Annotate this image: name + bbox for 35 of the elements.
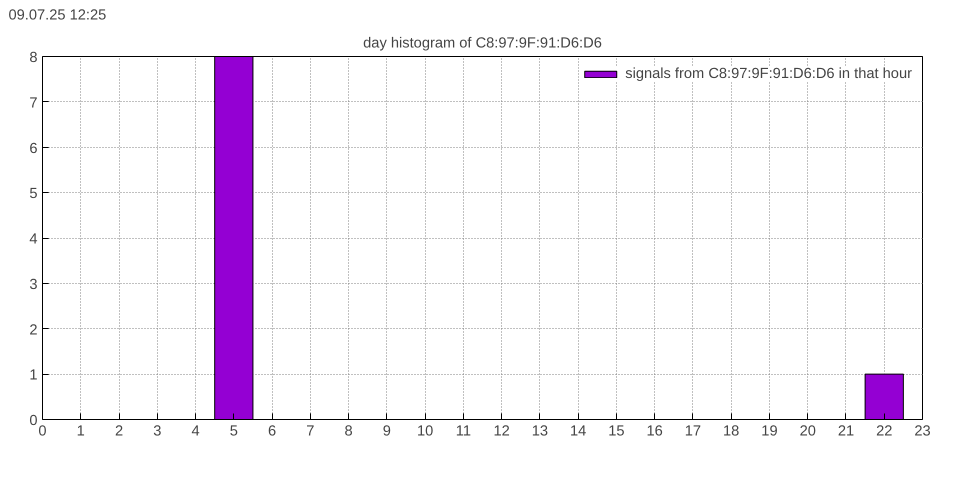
y-tick-label: 8 bbox=[29, 50, 38, 66]
x-tick-label: 4 bbox=[191, 424, 200, 440]
x-tick-label: 20 bbox=[800, 424, 816, 440]
y-tick-label: 7 bbox=[29, 95, 38, 112]
x-tick-label: 9 bbox=[382, 424, 391, 440]
x-tick-label: 11 bbox=[456, 424, 471, 440]
x-tick-label: 10 bbox=[416, 424, 434, 440]
x-tick-label: 18 bbox=[723, 424, 740, 440]
y-tick-label: 1 bbox=[29, 368, 38, 384]
x-tick-label: 14 bbox=[570, 424, 586, 440]
legend-label: signals from C8:97:9F:91:D6:D6 in that hour bbox=[625, 66, 912, 82]
x-tick-label: 23 bbox=[914, 424, 931, 440]
x-tick-label: 19 bbox=[761, 424, 778, 440]
x-tick-label: 1 bbox=[76, 424, 85, 440]
y-tick-label: 4 bbox=[29, 232, 38, 248]
y-tick-label: 3 bbox=[29, 276, 38, 293]
x-tick-label: 5 bbox=[230, 424, 238, 440]
x-tick-label: 17 bbox=[684, 424, 702, 440]
x-tick-label: 12 bbox=[493, 424, 510, 440]
y-tick-label: 2 bbox=[29, 322, 38, 338]
x-tick-label: 8 bbox=[344, 424, 353, 440]
x-tick-label: 22 bbox=[876, 424, 892, 440]
x-tick-label: 13 bbox=[532, 424, 548, 440]
x-tick-label: 15 bbox=[608, 424, 625, 440]
y-tick-label: 5 bbox=[29, 186, 38, 202]
y-tick-label: 6 bbox=[29, 140, 38, 157]
x-tick-label: 3 bbox=[153, 424, 162, 440]
x-tick-label: 7 bbox=[306, 424, 314, 440]
chart-title: day histogram of C8:97:9F:91:D6:D6 bbox=[363, 36, 602, 52]
x-tick-label: 21 bbox=[838, 424, 854, 440]
x-tick-label: 16 bbox=[646, 424, 663, 440]
x-tick-label: 6 bbox=[268, 424, 276, 440]
y-tick-label: 0 bbox=[29, 413, 38, 429]
x-tick-label: 2 bbox=[114, 424, 124, 440]
text: 09.07.25 12:25 bbox=[8, 8, 106, 24]
